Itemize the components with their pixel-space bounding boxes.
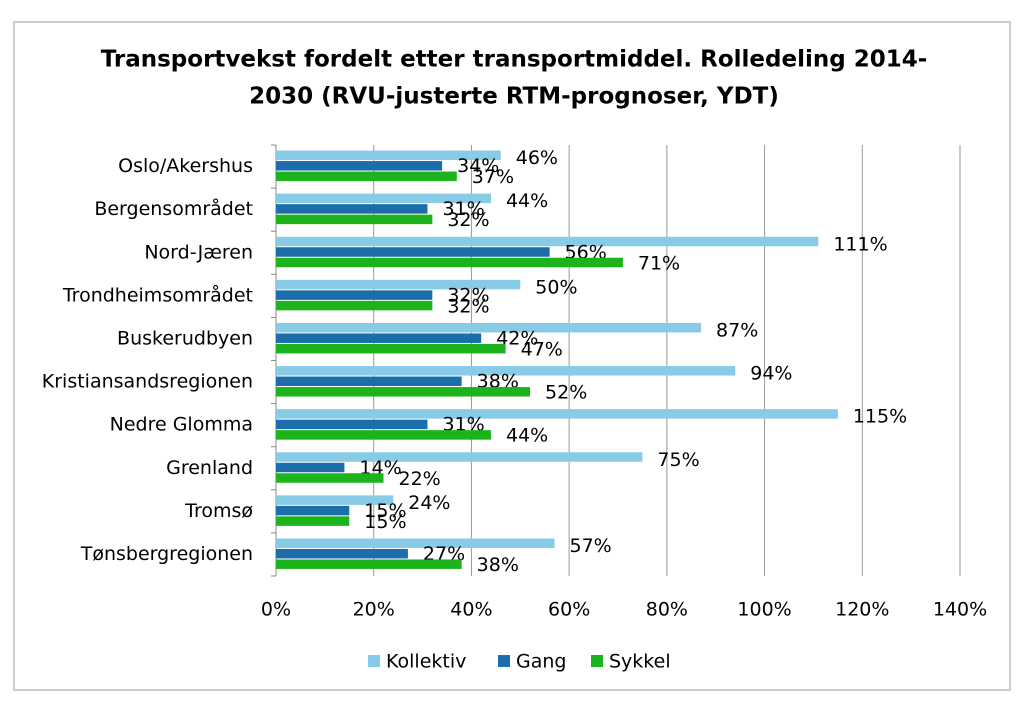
- bar: [276, 409, 838, 419]
- bar: [276, 495, 394, 505]
- value-label: 57%: [569, 535, 611, 557]
- bar: [276, 204, 428, 214]
- value-label: 44%: [506, 190, 548, 212]
- value-label: 32%: [447, 209, 489, 231]
- bar: [276, 193, 491, 204]
- y-tick-label: Oslo/Akershus: [118, 155, 253, 177]
- chart-border: [13, 21, 1011, 691]
- value-label: 111%: [833, 233, 887, 255]
- legend-label: Kollektiv: [386, 651, 466, 673]
- bar: [276, 333, 482, 343]
- y-tick-label: Kristiansandsregionen: [42, 371, 253, 393]
- x-tick-label: 120%: [835, 599, 889, 621]
- bar: [276, 279, 521, 290]
- x-tick-label: 20%: [353, 599, 395, 621]
- bar: [276, 516, 350, 526]
- y-tick-label: Buskerudbyen: [117, 327, 253, 349]
- value-label: 42%: [496, 327, 538, 349]
- bar: [276, 366, 736, 376]
- bar: [276, 161, 443, 171]
- value-label: 24%: [408, 492, 450, 514]
- legend-label: Gang: [516, 651, 566, 673]
- bar: [276, 376, 462, 387]
- bar: [276, 322, 702, 333]
- chart-title: Transportvekst fordelt etter transportmi…: [101, 47, 928, 73]
- legend-swatch: [368, 655, 380, 667]
- bar: [276, 150, 501, 161]
- y-tick-label: Bergensområdet: [94, 197, 253, 220]
- y-tick-label: Grenland: [166, 457, 253, 479]
- value-label: 50%: [535, 276, 577, 298]
- value-label: 15%: [364, 500, 406, 522]
- legend-swatch: [498, 655, 510, 667]
- value-label: 94%: [750, 363, 792, 385]
- bar: [276, 236, 819, 247]
- bar: [276, 387, 531, 397]
- value-label: 52%: [545, 382, 587, 404]
- bar: [276, 300, 433, 311]
- bar: [276, 247, 550, 257]
- chart-title: 2030 (RVU-justerte RTM-prognoser, YDT): [249, 84, 779, 110]
- y-tick-label: Tønsbergregionen: [80, 543, 253, 565]
- legend-swatch: [591, 655, 603, 667]
- bar: [276, 548, 408, 559]
- value-label: 44%: [506, 425, 548, 447]
- x-tick-label: 0%: [261, 599, 291, 621]
- x-tick-label: 100%: [737, 599, 791, 621]
- bar: [276, 452, 643, 462]
- bar: [276, 171, 457, 182]
- bar: [276, 343, 506, 354]
- bar: [276, 290, 433, 300]
- value-label: 37%: [472, 166, 514, 188]
- value-label: 32%: [447, 295, 489, 317]
- bar: [276, 419, 428, 430]
- bar: [276, 538, 555, 548]
- bar: [276, 257, 623, 268]
- y-tick-label: Trondheimsområdet: [62, 283, 253, 306]
- value-label: 46%: [516, 147, 558, 169]
- value-label: 75%: [657, 449, 699, 471]
- bar: [276, 430, 491, 440]
- value-label: 38%: [477, 554, 519, 576]
- value-label: 22%: [398, 468, 440, 490]
- x-tick-label: 60%: [548, 599, 590, 621]
- bar: [276, 559, 462, 569]
- value-label: 71%: [638, 252, 680, 274]
- y-tick-label: Nord-Jæren: [144, 241, 253, 263]
- value-label: 47%: [521, 338, 563, 360]
- value-label: 15%: [364, 511, 406, 533]
- value-label: 87%: [716, 319, 758, 341]
- x-tick-label: 40%: [450, 599, 492, 621]
- value-label: 32%: [447, 284, 489, 306]
- legend-label: Sykkel: [609, 651, 671, 673]
- value-label: 115%: [853, 406, 907, 428]
- value-label: 31%: [442, 198, 484, 220]
- bar: [276, 473, 384, 483]
- bar: [276, 462, 345, 473]
- x-tick-label: 140%: [933, 599, 987, 621]
- x-tick-label: 80%: [646, 599, 688, 621]
- bar: [276, 505, 350, 516]
- y-tick-label: Tromsø: [184, 500, 253, 522]
- bar: [276, 214, 433, 225]
- value-label: 34%: [457, 155, 499, 177]
- y-tick-label: Nedre Glomma: [110, 414, 253, 436]
